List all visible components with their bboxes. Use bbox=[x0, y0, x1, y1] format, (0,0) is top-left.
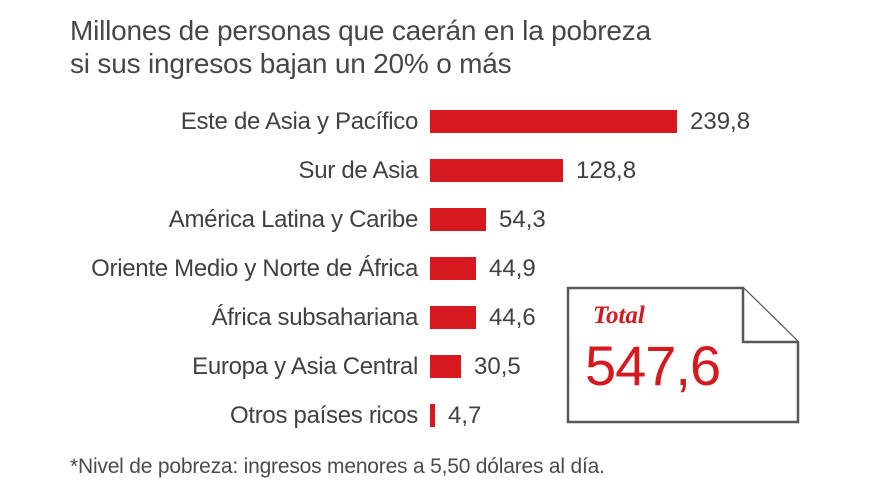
chart-row: África subsahariana 44,6 bbox=[0, 293, 880, 342]
chart-row: Oriente Medio y Norte de África 44,9 bbox=[0, 244, 880, 293]
bar bbox=[430, 110, 677, 133]
value-label: 128,8 bbox=[576, 156, 637, 184]
bar bbox=[430, 159, 563, 182]
chart-title: Millones de personas que caerán en la po… bbox=[70, 14, 651, 80]
category-label: África subsahariana bbox=[211, 303, 419, 331]
value-label: 54,3 bbox=[499, 205, 546, 233]
chart-title-line2: si sus ingresos bajan un 20% o más bbox=[70, 48, 512, 79]
bar bbox=[430, 404, 435, 427]
total-label: Total bbox=[593, 302, 645, 329]
chart-row: Sur de Asia 128,8 bbox=[0, 146, 880, 195]
category-label: Sur de Asia bbox=[298, 156, 419, 184]
category-label: Oriente Medio y Norte de África bbox=[91, 254, 418, 282]
total-value: 547,6 bbox=[585, 334, 721, 397]
category-label: América Latina y Caribe bbox=[168, 205, 419, 233]
bar bbox=[430, 208, 486, 231]
total-box: Total 547,6 bbox=[566, 286, 800, 424]
chart-title-line1: Millones de personas que caerán en la po… bbox=[70, 15, 651, 46]
chart-row: Otros países ricos 4,7 bbox=[0, 391, 880, 440]
chart-row: América Latina y Caribe 54,3 bbox=[0, 195, 880, 244]
bar bbox=[430, 257, 476, 280]
value-label: 239,8 bbox=[690, 107, 751, 135]
value-label: 30,5 bbox=[474, 352, 521, 380]
folded-page-shape bbox=[566, 286, 800, 424]
bar bbox=[430, 355, 461, 378]
bar bbox=[430, 306, 476, 329]
category-label: Otros países ricos bbox=[230, 401, 418, 429]
category-label: Europa y Asia Central bbox=[192, 352, 418, 380]
footnote: *Nivel de pobreza: ingresos menores a 5,… bbox=[70, 455, 605, 478]
category-label: Este de Asia y Pacífico bbox=[180, 107, 419, 135]
value-label: 44,6 bbox=[489, 303, 536, 331]
chart-row: Europa y Asia Central 30,5 bbox=[0, 342, 880, 391]
bar-chart: Este de Asia y Pacífico 239,8 Sur de Asi… bbox=[0, 97, 880, 440]
value-label: 4,7 bbox=[448, 401, 482, 429]
chart-row: Este de Asia y Pacífico 239,8 bbox=[0, 97, 880, 146]
value-label: 44,9 bbox=[489, 254, 536, 282]
